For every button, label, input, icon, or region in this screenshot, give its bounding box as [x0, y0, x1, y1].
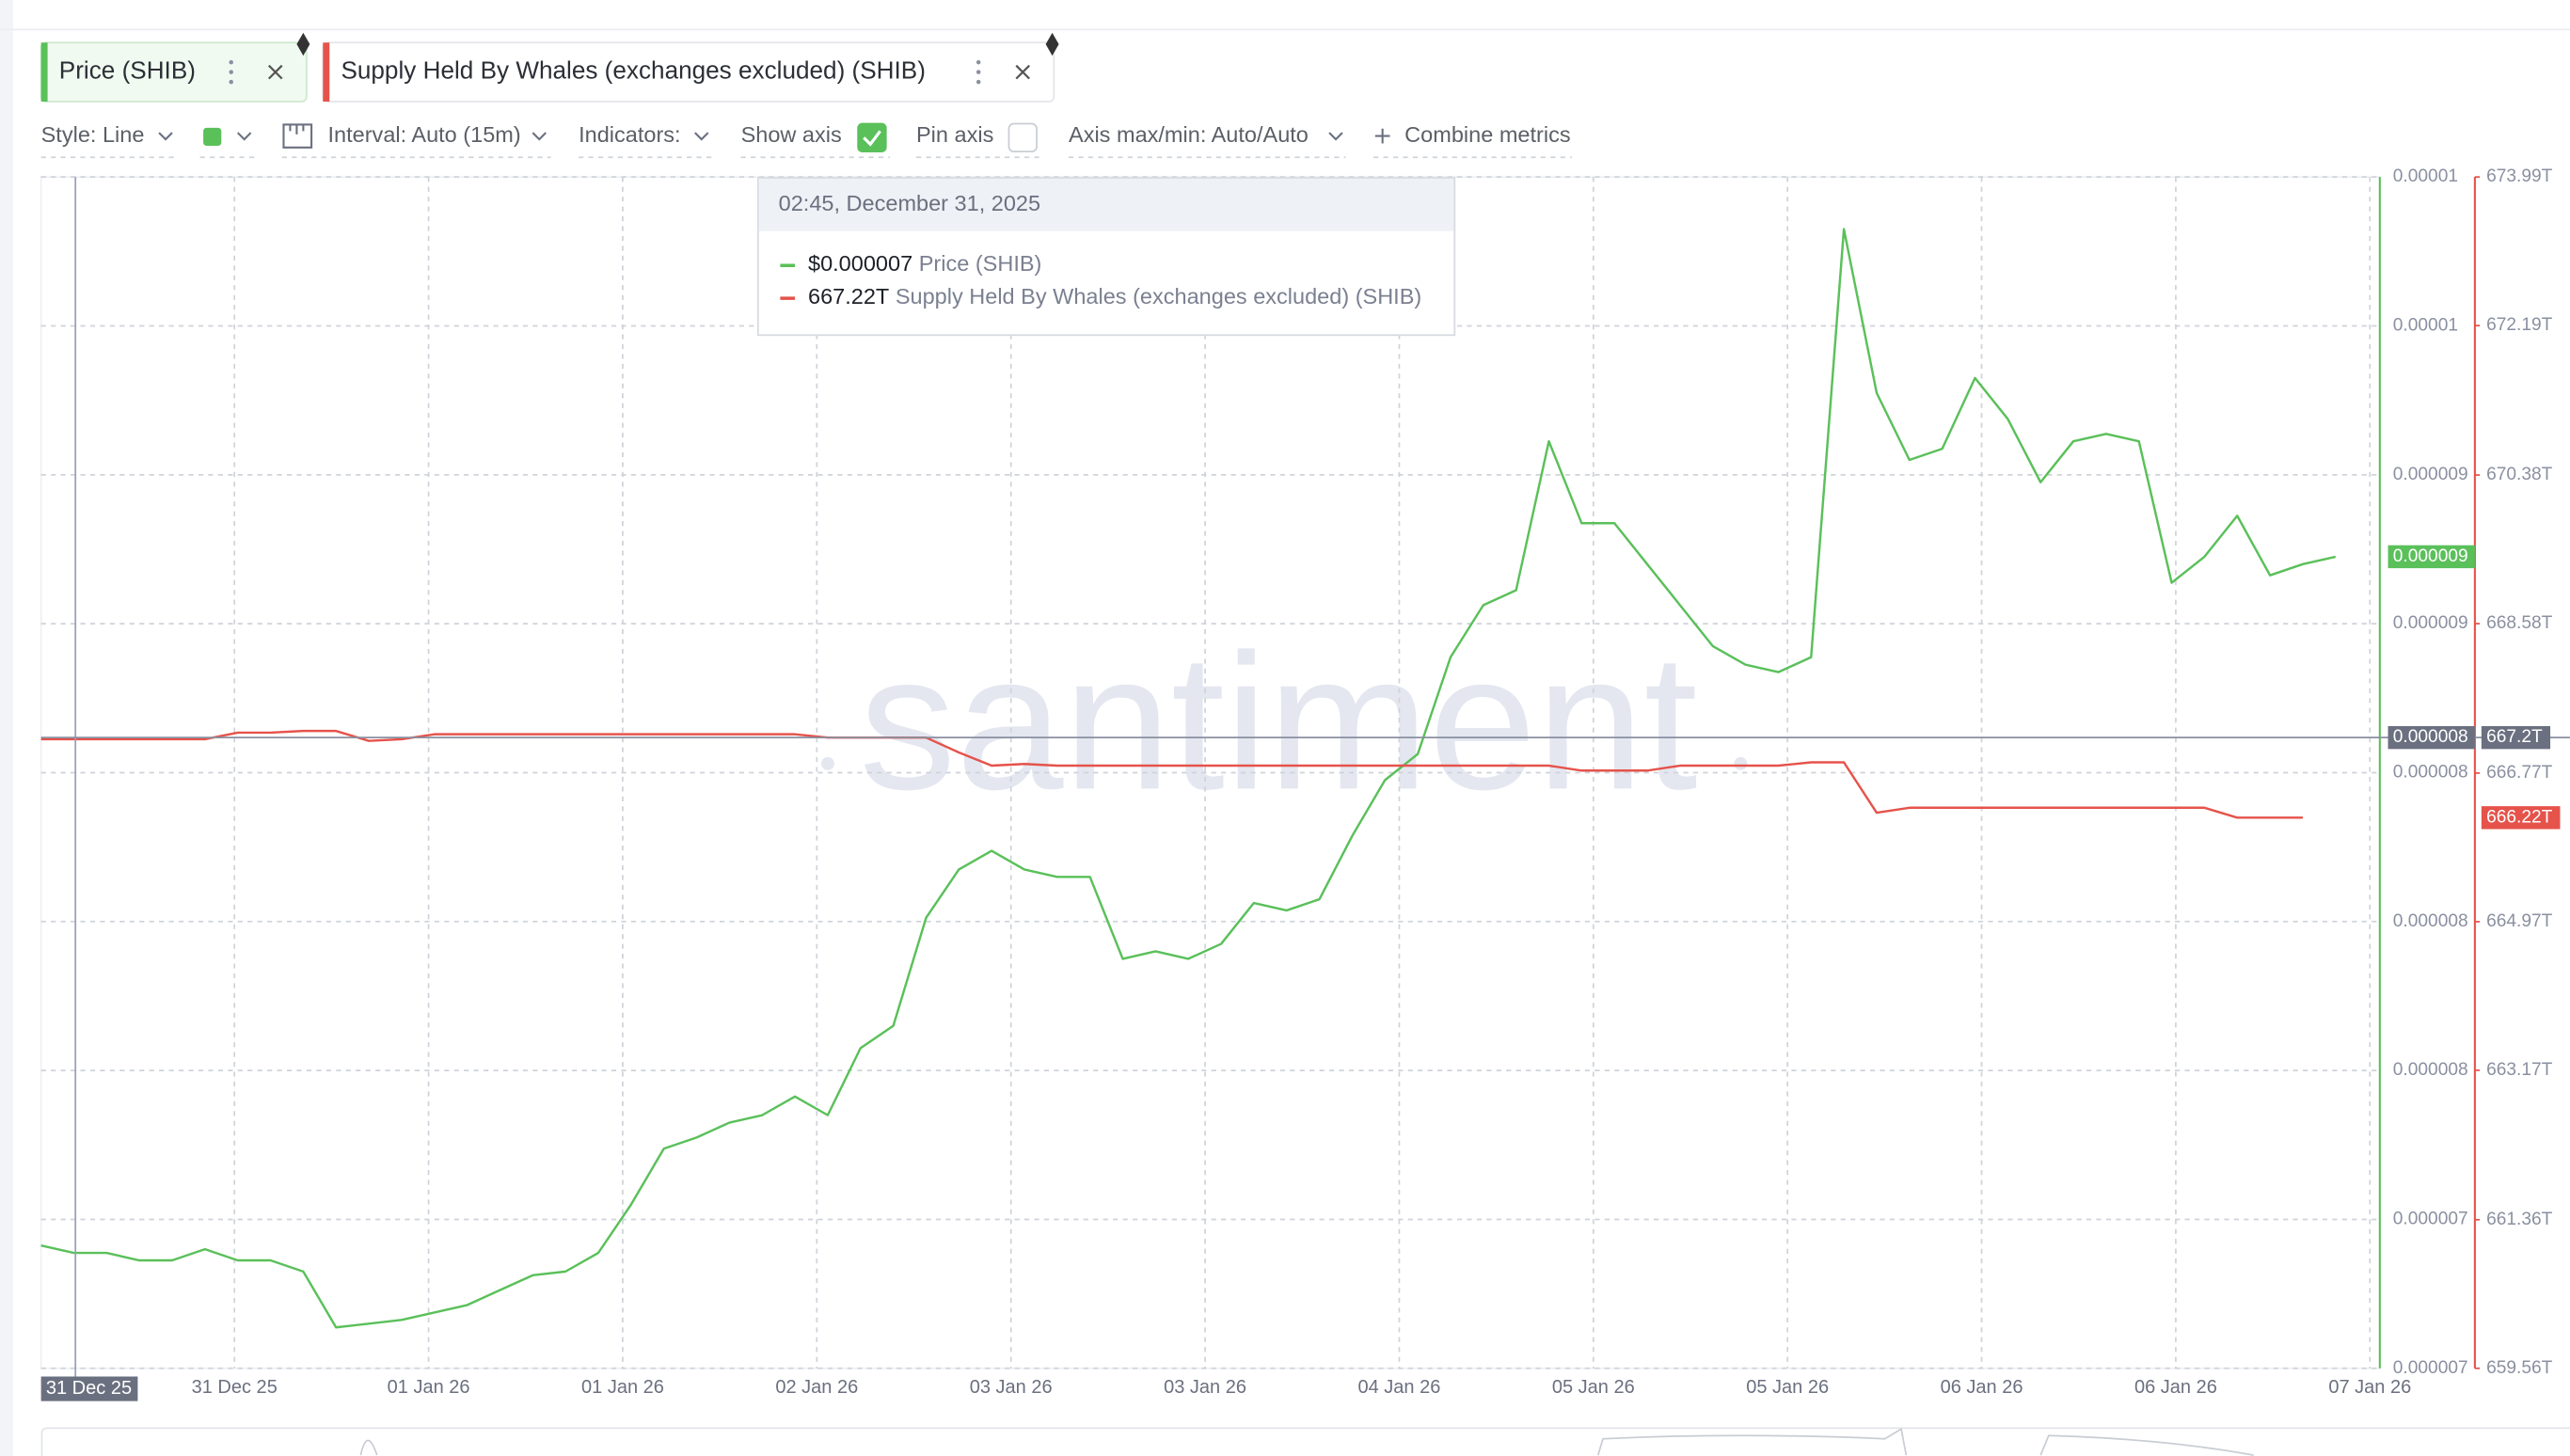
tab-label: Price (SHIB): [59, 56, 196, 85]
y-tick-label: 0.000009: [2393, 465, 2468, 484]
y2-tick-label: 673.99T: [2486, 166, 2553, 186]
tab-label: Supply Held By Whales (exchanges exclude…: [341, 56, 925, 85]
interval-select[interactable]: Interval: Auto (15m): [328, 122, 521, 147]
tab-color: [323, 42, 330, 103]
side-strip: [0, 0, 14, 1456]
axis-range-select[interactable]: Axis max/min: Auto/Auto: [1069, 122, 1309, 147]
chart: santiment 0.000007 0.000007 0.000008 0.00000…: [40, 166, 2570, 1401]
navigator[interactable]: [40, 1427, 2570, 1456]
tab-close[interactable]: [1015, 64, 1031, 80]
y-tick-label: 0.000007: [2393, 1358, 2468, 1378]
show-axis-label: Show axis: [741, 122, 842, 147]
y2-tick-label: 664.97T: [2486, 911, 2553, 931]
tooltip-value: 667.22T: [808, 284, 889, 309]
color-picker[interactable]: [203, 127, 222, 147]
y2-tick-label: 666.77T: [2486, 763, 2553, 783]
chevron: [236, 132, 252, 141]
watermark-dot: [820, 756, 834, 770]
x-tick-label: 03 Jan 26: [1164, 1377, 1246, 1398]
crosshair-x-label: 31 Dec 25: [46, 1378, 132, 1399]
y-tick-label: 0.000008: [2393, 1060, 2468, 1080]
navigator-line: [359, 1427, 2254, 1456]
tooltip: 02:45, December 31, 2025 $0.000007 Price…: [756, 177, 1456, 337]
chevron: [1328, 132, 1343, 141]
last-value-label: 666.22T: [2486, 807, 2553, 827]
watermark-dot: [1734, 756, 1748, 770]
x-tick-label: 06 Jan 26: [1941, 1377, 2023, 1398]
show-axis-checkbox[interactable]: [857, 122, 887, 153]
pin-axis-checkbox[interactable]: [1007, 122, 1038, 153]
y2-tick-label: 659.56T: [2486, 1358, 2553, 1378]
check-mark: [863, 130, 881, 147]
chevron: [531, 132, 547, 141]
tab-menu[interactable]: [229, 59, 233, 85]
tab-icon: [1045, 32, 1059, 56]
tooltip-value: $0.000007: [808, 251, 912, 276]
x-tick-label: 07 Jan 26: [2328, 1377, 2411, 1398]
tooltip-title: 02:45, December 31, 2025: [779, 191, 1040, 215]
tooltip-row: 667.22T Supply Held By Whales (exchanges…: [808, 284, 1421, 309]
pin-axis-label: Pin axis: [916, 122, 993, 147]
crosshair-x-box: [40, 1376, 138, 1401]
tooltip-row: $0.000007 Price (SHIB): [808, 251, 1041, 276]
chevron: [694, 132, 709, 141]
y-tick-label: 0.000008: [2393, 911, 2468, 931]
combine-metrics[interactable]: Combine metrics: [1404, 122, 1570, 147]
last-value-label: 0.000009: [2393, 546, 2468, 566]
crosshair-y2-box: [2481, 725, 2551, 750]
x-tick-label: 06 Jan 26: [2134, 1377, 2217, 1398]
y2-tick-label: 663.17T: [2486, 1060, 2553, 1080]
y-tick-label: 0.000008: [2393, 763, 2468, 783]
tab-menu[interactable]: [976, 59, 981, 85]
plus-icon: [1374, 128, 1390, 144]
y-tick-label: 0.000009: [2393, 613, 2468, 633]
tooltip-header: [758, 178, 1454, 231]
y-tick-label: 0.00001: [2393, 316, 2458, 336]
interval-icon: [282, 123, 313, 149]
tab-close[interactable]: [267, 64, 283, 80]
x-tick-label: 31 Dec 25: [192, 1377, 278, 1398]
y2-tick-label: 668.58T: [2486, 613, 2553, 633]
last-value-box: [2388, 545, 2475, 569]
tooltip-series: Supply Held By Whales (exchanges exclude…: [896, 284, 1421, 309]
y2-tick-label: 670.38T: [2486, 465, 2553, 484]
style-select[interactable]: Style: Line: [41, 122, 145, 147]
series-line: [40, 228, 2337, 1329]
x-tick-label: 02 Jan 26: [775, 1377, 858, 1398]
watermark: santiment: [859, 613, 1697, 830]
indicators-select[interactable]: Indicators:: [579, 122, 680, 147]
crosshair-y-label: 0.000008: [2393, 727, 2468, 747]
tab-color: [40, 42, 48, 103]
x-tick-label: 01 Jan 26: [388, 1377, 470, 1398]
crosshair-y2-label: 667.2T: [2486, 727, 2543, 747]
y-tick-label: 0.00001: [2393, 166, 2458, 186]
crosshair-y-box: [2388, 725, 2475, 750]
y2-tick-label: 672.19T: [2486, 315, 2553, 335]
metric-tab[interactable]: Price (SHIB): [40, 32, 310, 103]
x-tick-label: 05 Jan 26: [1746, 1377, 1829, 1398]
tooltip-series: Price (SHIB): [919, 251, 1042, 276]
toolbar: Style: Line Interval: Auto (15m) Indicat…: [41, 122, 1572, 159]
metric-tab[interactable]: Supply Held By Whales (exchanges exclude…: [322, 32, 1059, 103]
y-tick-label: 0.000007: [2393, 1210, 2468, 1229]
chevron: [158, 132, 173, 141]
x-tick-label: 03 Jan 26: [970, 1377, 1053, 1398]
last-value-box: [2481, 806, 2561, 830]
x-tick-label: 01 Jan 26: [581, 1377, 664, 1398]
y2-tick-label: 661.36T: [2486, 1210, 2553, 1229]
x-tick-label: 04 Jan 26: [1357, 1377, 1440, 1398]
x-tick-label: 05 Jan 26: [1552, 1377, 1635, 1398]
tab-icon: [296, 32, 310, 56]
series-line: [40, 729, 2303, 819]
